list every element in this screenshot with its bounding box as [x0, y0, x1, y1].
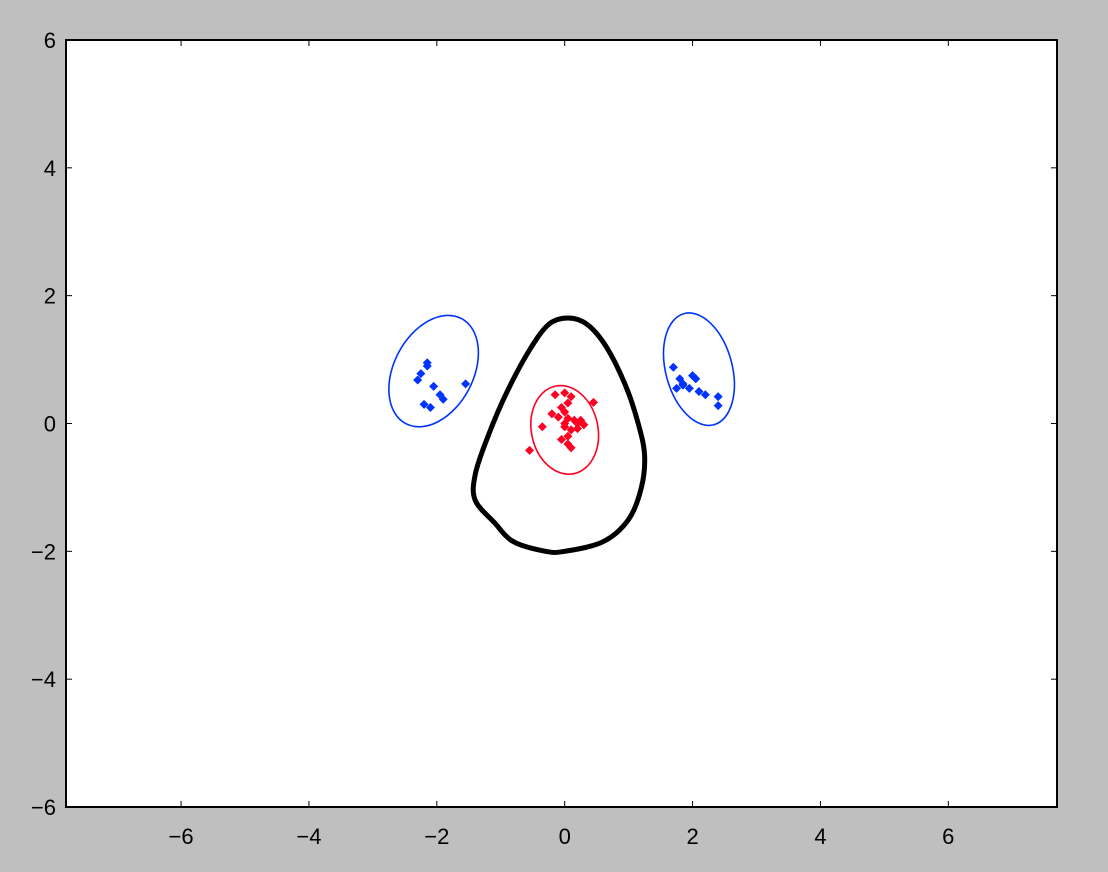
point-series2-11 [588, 397, 598, 407]
point-series2-6 [560, 407, 570, 417]
axes-frame [65, 39, 1058, 808]
point-series2-15 [572, 424, 582, 434]
y-tick-label: 0 [44, 412, 56, 437]
point-series1-2 [422, 361, 432, 371]
point-series1-16 [691, 374, 701, 384]
ellipse-1 [388, 314, 480, 428]
y-tick-label: 2 [44, 284, 56, 309]
x-tick-label: 0 [559, 824, 571, 849]
point-series1-11 [668, 362, 678, 372]
point-series2-4 [563, 398, 573, 408]
point-series1-9 [419, 399, 429, 409]
point-series2-16 [557, 434, 566, 444]
point-series2-1 [550, 390, 560, 400]
x-tick-label: −6 [169, 824, 194, 849]
point-series2-24 [560, 419, 570, 428]
point-series2-14 [566, 425, 576, 435]
chart-marks [388, 312, 736, 555]
point-series2-20 [566, 443, 576, 453]
point-series1-21 [713, 401, 723, 411]
y-tick-label: 4 [44, 156, 56, 181]
point-series1-14 [672, 383, 682, 393]
point-series2-21 [572, 419, 582, 428]
point-series2-18 [525, 445, 535, 455]
point-series1-7 [438, 394, 448, 404]
point-series2-22 [547, 409, 557, 419]
point-series1-8 [461, 379, 471, 389]
point-series1-17 [684, 383, 694, 393]
point-series2-23 [579, 420, 589, 430]
point-series1-3 [416, 369, 426, 379]
y-tick-label: −2 [31, 539, 56, 564]
x-tick-label: −4 [296, 824, 321, 849]
decision-boundary [470, 315, 648, 555]
x-tick-label: 4 [814, 824, 826, 849]
point-series2-17 [563, 431, 573, 441]
point-series1-10 [425, 403, 435, 413]
point-series2-3 [566, 392, 576, 402]
point-series2-2 [560, 388, 570, 398]
point-series2-12 [537, 422, 547, 432]
ellipse-2 [662, 312, 736, 427]
point-series1-5 [429, 381, 439, 391]
axis-tick-labels: −6 −4 −2 0 2 4 6 −6 −4 −2 0 2 4 6 [31, 28, 955, 849]
y-tick-label: −6 [31, 795, 56, 820]
y-tick-label: −4 [31, 667, 56, 692]
y-tick-label: 6 [44, 28, 56, 53]
x-tick-label: 6 [942, 824, 954, 849]
point-series1-4 [413, 375, 423, 385]
point-series1-20 [713, 392, 723, 402]
ellipse-3 [530, 384, 600, 475]
x-tick-label: 2 [686, 824, 698, 849]
point-series2-7 [553, 412, 563, 422]
point-series1-18 [694, 387, 704, 397]
x-tick-label: −2 [424, 824, 449, 849]
point-series1-22 [678, 379, 688, 389]
point-series1-19 [700, 390, 710, 400]
